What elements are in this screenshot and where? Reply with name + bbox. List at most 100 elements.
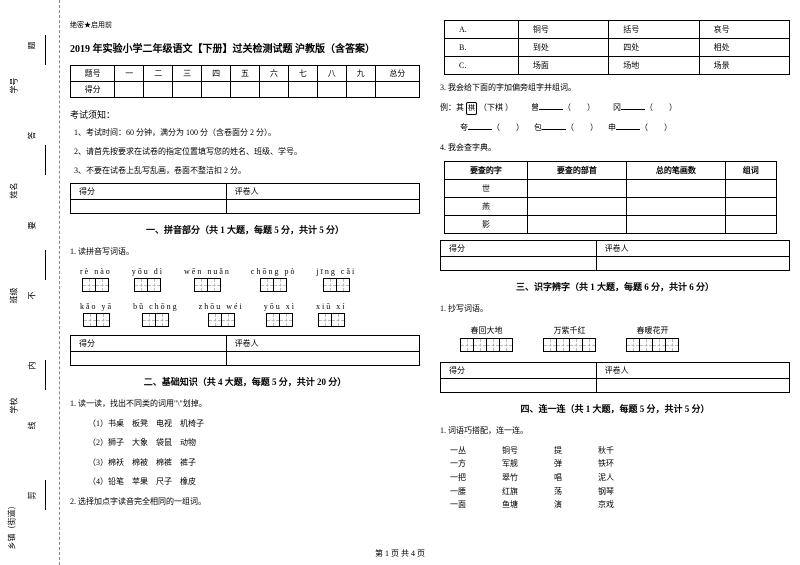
mini-score-box: 得分评卷人 [440,240,790,271]
s4-q1-stem: 1. 词语巧搭配，连一连。 [440,424,790,438]
pinyin-block: yōu xì [264,302,296,327]
tian-grid[interactable] [194,278,221,292]
hint-char: 答 [27,132,38,140]
content-area: 绝密★启用前 2019 年实验小学二年级语文【下册】过关检测试题 沪教版（含答案… [60,0,800,565]
lookup-row: 影 [445,215,777,233]
pinyin-text: zhōu wéi [199,302,244,311]
q2-1-row: （2）狮子 大象 袋鼠 动物 [88,436,420,450]
pinyin-text: yōu dì [132,267,164,276]
pinyin-text: bǔ chōng [133,302,179,311]
mini-score-box: 得分评卷人 [70,335,420,366]
word-row: 春回大地 万紫千红 春暖花开 [460,325,790,352]
pinyin-block: bǔ chōng [133,302,179,327]
score-header-table: 题号 一 二 三 四 五 六 七 八 九 总分 得分 [70,65,420,98]
exam-title: 2019 年实验小学二年级语文【下册】过关检测试题 沪教版（含答案） [70,40,420,55]
match-col-a: 一丛一方一把一腰一面 [450,444,466,512]
pinyin-text: kǎo yā [80,302,113,311]
mini-score-label: 得分 [441,240,597,256]
choice-table: A.铜号括号哀号 B.到处四处相处 C.场面场地场景 [444,20,790,75]
mini-score-label: 得分 [71,184,227,200]
mini-score-box: 得分评卷人 [70,183,420,214]
q2-1-row: （3）棉袄 棉被 棉裤 裤子 [88,456,420,470]
right-column: A.铜号括号哀号 B.到处四处相处 C.场面场地场景 3. 我会给下面的字加偏旁… [440,20,790,555]
tian-grid[interactable] [260,278,287,292]
pinyin-block: yōu dì [132,267,164,292]
cell: 题号 [71,66,115,82]
cell: 总分 [375,66,419,82]
pinyin-block: wēn nuǎn [184,267,231,292]
tian-grid[interactable] [208,313,235,327]
tian-grid[interactable] [318,313,345,327]
tian-grid[interactable] [134,278,161,292]
match-col-d: 秋千铁环泥人钢琴京戏 [598,444,614,512]
match-col-c: 提弹唱荡演 [554,444,562,512]
tian-grid[interactable] [543,338,596,352]
cell: 一 [115,66,144,82]
pinyin-row-2: kǎo yā bǔ chōng zhōu wéi yōu xì xiū xí [80,302,420,327]
cell: 三 [173,66,202,82]
binding-line [45,145,46,175]
binding-column: 乡镇（街道） 学校 班级 姓名 学号 题 答 要 不 内 线 剪 [0,0,60,565]
tian-grid[interactable] [626,338,679,352]
tian-grid[interactable] [82,278,109,292]
q3-stem: 3. 我会给下面的字加偏旁组字并组词。 [440,81,790,95]
match-col-b: 铜号军舰翠竹红旗鱼塘 [502,444,518,512]
tian-grid[interactable] [323,278,350,292]
hint-char: 内 [27,362,38,370]
tian-grid[interactable] [142,313,169,327]
lookup-header: 要查的字要查的部首总的笔画数组词 [445,161,777,179]
lookup-table: 要查的字要查的部首总的笔画数组词 世 燕 影 [444,161,777,234]
binding-label-school: 学校 [9,398,20,414]
page-footer: 第 1 页 共 4 页 [0,548,800,559]
hint-char: 剪 [27,492,38,500]
hint-char: 不 [27,292,38,300]
word-block: 春回大地 [460,325,513,352]
pinyin-text: xiū xí [316,302,346,311]
tian-grid[interactable] [460,338,513,352]
cell: 七 [288,66,317,82]
left-column: 绝密★启用前 2019 年实验小学二年级语文【下册】过关检测试题 沪教版（含答案… [70,20,420,555]
hint-char: 要 [27,222,38,230]
pinyin-block: rè nào [80,267,112,292]
q3-example: 例：其 棋 （下棋 ） 曾（ ） 冈（ ） [440,101,790,116]
q1-stem: 1. 读拼音写词语。 [70,245,420,259]
notice-item: 3、不要在试卷上乱写乱画，卷面不整洁扣 2 分。 [74,165,420,178]
section2-title: 二、基础知识（共 4 大题，每题 5 分，共计 20 分） [70,375,420,388]
binding-label-class: 班级 [9,288,20,304]
cell: 四 [202,66,231,82]
match-columns: 一丛一方一把一腰一面 铜号军舰翠竹红旗鱼塘 提弹唱荡演 秋千铁环泥人钢琴京戏 [450,444,790,512]
cell: 六 [259,66,288,82]
pinyin-block: xiū xí [316,302,346,327]
word-block: 万紫千红 [543,325,596,352]
page-root: 乡镇（街道） 学校 班级 姓名 学号 题 答 要 不 内 线 剪 绝密★启用前 … [0,0,800,565]
choice-row: A.铜号括号哀号 [445,21,790,39]
lookup-row: 世 [445,179,777,197]
score-row-points: 得分 [71,82,420,98]
mini-score-label: 评卷人 [596,363,789,379]
tian-grid[interactable] [83,313,110,327]
tian-grid[interactable] [266,313,293,327]
binding-line [45,35,46,65]
pinyin-text: wēn nuǎn [184,267,231,276]
word-block: 春暖花开 [626,325,679,352]
binding-label-township: 乡镇（街道） [7,502,18,550]
mini-score-label: 评卷人 [596,240,789,256]
binding-line [45,480,46,510]
s3-q1-stem: 1. 抄写词语。 [440,302,790,316]
q4-stem: 4. 我会查字典。 [440,141,790,155]
pinyin-text: jīng cǎi [316,267,356,276]
cell: 五 [231,66,260,82]
notice-item: 1、考试时间：60 分钟，满分为 100 分（含卷面分 2 分）。 [74,127,420,140]
cell: 得分 [71,82,115,98]
cell: 八 [317,66,346,82]
mini-score-label: 得分 [441,363,597,379]
section4-title: 四、连一连（共 1 大题，每题 5 分，共计 5 分） [440,402,790,415]
q2-1-stem: 1. 读一读，找出不同类的词用"\"划掉。 [70,397,420,411]
mini-score-label: 得分 [71,335,227,351]
pinyin-text: yōu xì [264,302,296,311]
notice-title: 考试须知： [70,108,420,121]
choice-row: B.到处四处相处 [445,39,790,57]
example-box: 棋 [466,102,477,116]
section3-title: 三、识字辨字（共 1 大题，每题 6 分，共计 6 分） [440,280,790,293]
secret-label: 绝密★启用前 [70,20,420,30]
